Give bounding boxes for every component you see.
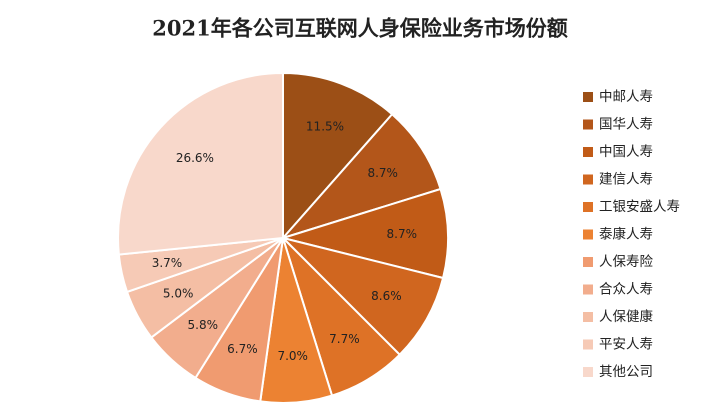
pie-slice [279,236,445,357]
legend-label: 泰康人寿 [599,226,653,243]
legend-swatch [583,174,593,185]
legend-swatch [583,312,593,322]
data-label: 11.5% [306,119,344,133]
chart-title: 2021年各公司互联网人身保险业务市场份额 [152,16,567,41]
legend-swatch [583,202,593,212]
data-label: 8.7% [387,227,418,241]
data-label: 5.0% [163,286,194,300]
legend-label: 其他公司 [599,364,653,380]
pie-slice [279,112,442,241]
pie-slice [279,187,449,280]
legend-label: 国华人寿 [599,116,653,133]
data-label: 5.8% [188,318,219,332]
legend-label: 合众人寿 [599,281,653,298]
legend-label: 人保健康 [599,308,653,325]
legend-label: 中国人寿 [599,143,653,160]
legend-label: 工银安盛人寿 [599,198,680,215]
pie-slice [117,71,284,256]
legend-label: 中邮人寿 [599,88,653,105]
data-label: 6.7% [227,342,258,356]
legend-swatch [583,284,593,295]
pie-slice [282,71,394,241]
data-label: 26.6% [176,151,214,165]
data-label: 8.7% [367,166,398,180]
legend-label: 平安人寿 [599,336,653,353]
data-label: 7.0% [277,349,308,363]
data-label: 7.7% [329,332,360,346]
legend-swatch [583,92,593,102]
legend-swatch [583,229,593,240]
legend-swatch [583,147,593,157]
legend-label: 人保寿险 [599,253,653,270]
legend-swatch [583,257,593,267]
legend-swatch [583,367,593,377]
data-label: 3.7% [152,256,183,270]
legend-swatch [583,339,593,350]
legend-swatch [583,119,593,130]
legend-label: 建信人寿 [599,171,653,188]
data-label: 8.6% [371,289,402,303]
